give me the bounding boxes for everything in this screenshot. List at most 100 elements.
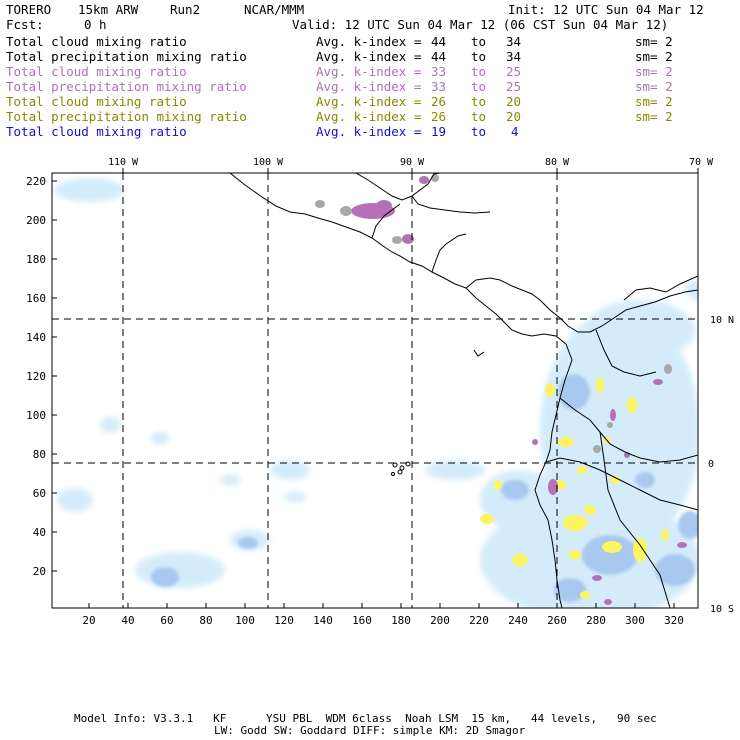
x-tick-label: 300	[625, 614, 645, 627]
y-tick-label: 40	[33, 526, 46, 539]
legend-sm: sm= 2	[635, 64, 673, 79]
forecast-label: Fcst:	[6, 17, 44, 32]
lat-label: 10 N	[710, 315, 734, 326]
x-tick-label: 120	[274, 614, 294, 627]
legend-field: Total precipitation mixing ratio	[6, 79, 247, 94]
lon-ticks	[122, 168, 699, 173]
legend-index: Avg. k-index =	[316, 109, 422, 124]
legend-field: Total precipitation mixing ratio	[6, 49, 247, 64]
legend-index: Avg. k-index =	[316, 34, 422, 49]
x-tick-labels: 20 40 60 80 100 120 140 160 180 200 220 …	[82, 614, 684, 627]
init-time: Init: 12 UTC Sun 04 Mar 12	[508, 2, 704, 17]
legend-index: Avg. k-index =	[316, 79, 422, 94]
legend-to-label: to	[471, 94, 487, 109]
x-tick-label: 180	[391, 614, 411, 627]
x-tick-label: 60	[160, 614, 173, 627]
legend-from: 26	[431, 109, 447, 124]
legend-row: Total cloud mixing ratio Avg. k-index = …	[6, 64, 736, 79]
legend-sm: sm= 2	[635, 109, 673, 124]
legend-index: Avg. k-index =	[316, 64, 422, 79]
legend-field: Total cloud mixing ratio	[6, 34, 187, 49]
graticule	[52, 173, 698, 608]
legend-field: Total cloud mixing ratio	[6, 94, 187, 109]
x-tick-label: 240	[508, 614, 528, 627]
x-tick-label: 220	[469, 614, 489, 627]
lat-label: 0	[708, 459, 714, 470]
x-tick-label: 160	[352, 614, 372, 627]
legend-from: 44	[431, 49, 447, 64]
model-name: TORERO	[6, 2, 52, 17]
model-info-line2: LW: Godd SW: Goddard DIFF: simple KM: 2D…	[214, 724, 526, 737]
legend-row: Total cloud mixing ratio Avg. k-index = …	[6, 34, 736, 49]
x-tick-label: 20	[82, 614, 95, 627]
x-axis	[88, 603, 675, 608]
legend-row: Total cloud mixing ratio Avg. k-index = …	[6, 124, 736, 139]
lon-label: 110 W	[108, 157, 139, 168]
legend-to-label: to	[471, 34, 487, 49]
y-tick-label: 140	[26, 331, 46, 344]
legend-to-label: to	[471, 64, 487, 79]
legend-to-label: to	[471, 49, 487, 64]
x-tick-label: 320	[664, 614, 684, 627]
cloud-field-medium	[151, 374, 698, 602]
x-tick-label: 40	[121, 614, 134, 627]
legend-to: 34	[506, 49, 522, 64]
y-tick-label: 220	[26, 175, 46, 188]
y-tick-label: 80	[33, 448, 46, 461]
y-tick-label: 120	[26, 370, 46, 383]
y-tick-label: 200	[26, 214, 46, 227]
y-axis	[52, 180, 57, 572]
lon-label: 100 W	[253, 157, 284, 168]
legend-to-label: to	[471, 109, 487, 124]
y-tick-label: 180	[26, 253, 46, 266]
legend-to-label: to	[471, 79, 487, 94]
legend-to: 20	[506, 94, 522, 109]
legend-sm: sm= 2	[635, 94, 673, 109]
legend-from: 44	[431, 34, 447, 49]
lon-labels: 110 W 100 W 90 W 80 W 70 W	[108, 157, 714, 168]
lon-label: 90 W	[400, 157, 425, 168]
legend-from: 19	[431, 124, 447, 139]
model-resolution: 15km ARW	[78, 2, 139, 17]
model-info-line1: Model Info: V3.3.1 KF YSU PBL WDM 6class…	[74, 712, 657, 725]
x-tick-label: 140	[313, 614, 333, 627]
legend-index: Avg. k-index =	[316, 94, 422, 109]
legend-row: Total cloud mixing ratio Avg. k-index = …	[6, 94, 736, 109]
lat-label: 10 S	[710, 604, 734, 615]
legend-sm: sm= 2	[635, 34, 673, 49]
y-tick-label: 160	[26, 292, 46, 305]
plot-frame	[51, 172, 699, 609]
x-tick-label: 280	[586, 614, 606, 627]
legend-to: 4	[511, 124, 519, 139]
legend-to: 25	[506, 64, 522, 79]
lat-labels: 10 N 0 10 S	[708, 315, 734, 615]
legend-index: Avg. k-index =	[316, 124, 422, 139]
legend-sm: sm= 2	[635, 49, 673, 64]
organization: NCAR/MMM	[244, 2, 305, 17]
legend-to: 34	[506, 34, 522, 49]
legend-row: Total precipitation mixing ratio Avg. k-…	[6, 109, 736, 124]
lon-label: 80 W	[545, 157, 570, 168]
legend-from: 33	[431, 79, 447, 94]
y-tick-label: 60	[33, 487, 46, 500]
legend-to-label: to	[471, 124, 487, 139]
precip-field-grey	[315, 174, 672, 453]
legend-to: 25	[506, 79, 522, 94]
precip-field-yellow	[480, 377, 669, 599]
legend-index: Avg. k-index =	[316, 49, 422, 64]
legend-to: 20	[506, 109, 522, 124]
legend-sm: sm= 2	[635, 79, 673, 94]
y-tick-labels: 220 200 180 160 140 120 100 80 60 40 20	[26, 175, 46, 578]
x-tick-label: 100	[235, 614, 255, 627]
legend-field: Total precipitation mixing ratio	[6, 109, 247, 124]
legend-field: Total cloud mixing ratio	[6, 124, 187, 139]
legend-field: Total cloud mixing ratio	[6, 64, 187, 79]
x-tick-label: 200	[430, 614, 450, 627]
y-tick-label: 100	[26, 409, 46, 422]
x-tick-label: 80	[199, 614, 212, 627]
field-layer	[55, 173, 698, 608]
valid-time: Valid: 12 UTC Sun 04 Mar 12 (06 CST Sun …	[292, 17, 669, 32]
legend-row: Total precipitation mixing ratio Avg. k-…	[6, 49, 736, 64]
lon-label: 70 W	[689, 157, 714, 168]
